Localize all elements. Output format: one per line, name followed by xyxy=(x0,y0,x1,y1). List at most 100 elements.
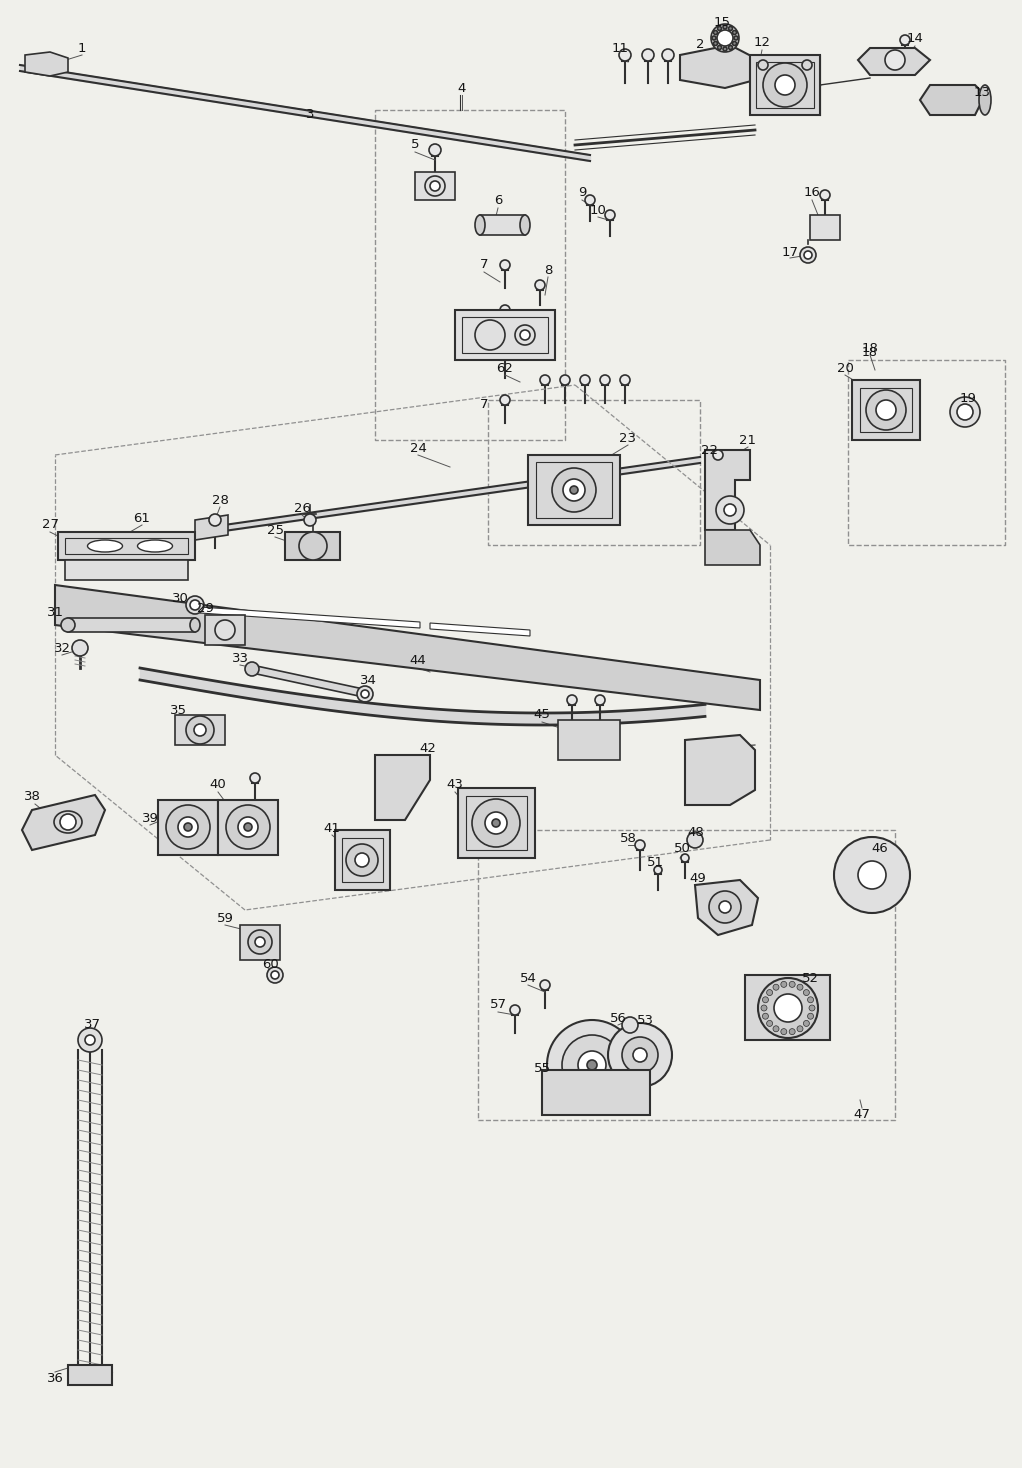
Circle shape xyxy=(761,1006,766,1011)
Circle shape xyxy=(184,824,192,831)
Polygon shape xyxy=(705,451,750,530)
Polygon shape xyxy=(252,665,368,697)
Circle shape xyxy=(635,840,645,850)
Circle shape xyxy=(563,479,585,501)
Circle shape xyxy=(186,596,204,614)
Circle shape xyxy=(619,48,631,62)
Text: 56: 56 xyxy=(609,1011,626,1025)
Text: 14: 14 xyxy=(907,31,924,44)
Polygon shape xyxy=(458,788,535,857)
Circle shape xyxy=(166,804,210,849)
Text: 30: 30 xyxy=(172,592,188,605)
Text: 2: 2 xyxy=(696,38,704,51)
Text: 61: 61 xyxy=(134,511,150,524)
Text: 18: 18 xyxy=(862,342,879,354)
Text: 25: 25 xyxy=(267,524,283,536)
Polygon shape xyxy=(745,975,830,1039)
Circle shape xyxy=(789,982,795,988)
Circle shape xyxy=(299,531,327,559)
Text: 7: 7 xyxy=(479,258,489,272)
Ellipse shape xyxy=(88,540,123,552)
Circle shape xyxy=(687,832,703,849)
Circle shape xyxy=(567,694,577,705)
Ellipse shape xyxy=(520,214,530,235)
Polygon shape xyxy=(750,54,820,115)
Circle shape xyxy=(758,60,768,70)
Circle shape xyxy=(226,804,270,849)
Circle shape xyxy=(620,374,630,385)
Circle shape xyxy=(804,251,812,258)
Circle shape xyxy=(654,866,662,873)
Circle shape xyxy=(355,853,369,868)
Ellipse shape xyxy=(475,214,485,235)
Text: 59: 59 xyxy=(217,912,233,925)
Circle shape xyxy=(713,31,717,35)
Polygon shape xyxy=(55,586,760,711)
Text: 8: 8 xyxy=(544,263,552,276)
Circle shape xyxy=(186,716,214,744)
Circle shape xyxy=(622,1017,638,1033)
Circle shape xyxy=(535,280,545,291)
Circle shape xyxy=(492,819,500,826)
Circle shape xyxy=(717,26,722,31)
Polygon shape xyxy=(852,380,920,440)
Text: 62: 62 xyxy=(497,361,513,374)
Circle shape xyxy=(734,37,738,40)
Polygon shape xyxy=(920,85,985,115)
Circle shape xyxy=(194,724,206,735)
Circle shape xyxy=(600,374,610,385)
Text: 36: 36 xyxy=(47,1371,63,1384)
Circle shape xyxy=(346,844,378,876)
Polygon shape xyxy=(858,48,930,75)
Text: 15: 15 xyxy=(713,16,731,28)
Text: 34: 34 xyxy=(360,674,376,687)
Polygon shape xyxy=(285,531,340,559)
Text: 46: 46 xyxy=(872,841,888,854)
Circle shape xyxy=(244,824,252,831)
Text: 6: 6 xyxy=(494,194,502,207)
Circle shape xyxy=(885,50,905,70)
Circle shape xyxy=(723,47,727,51)
Circle shape xyxy=(713,41,717,46)
Text: 1: 1 xyxy=(78,41,86,54)
Text: 37: 37 xyxy=(84,1019,100,1032)
Text: 41: 41 xyxy=(324,822,340,834)
Ellipse shape xyxy=(138,540,173,552)
Circle shape xyxy=(622,1036,658,1073)
Circle shape xyxy=(267,967,283,984)
Circle shape xyxy=(500,260,510,270)
Circle shape xyxy=(709,891,741,923)
Text: 44: 44 xyxy=(410,653,426,666)
Polygon shape xyxy=(22,796,105,850)
Circle shape xyxy=(485,812,507,834)
Circle shape xyxy=(781,982,787,988)
Text: 58: 58 xyxy=(619,831,637,844)
Text: 19: 19 xyxy=(960,392,976,405)
Polygon shape xyxy=(68,1365,112,1384)
Polygon shape xyxy=(528,455,620,526)
Text: 32: 32 xyxy=(53,642,71,655)
Text: 23: 23 xyxy=(619,432,637,445)
Circle shape xyxy=(547,1020,637,1110)
Circle shape xyxy=(719,901,731,913)
Text: 33: 33 xyxy=(232,652,248,665)
Circle shape xyxy=(190,600,200,611)
Circle shape xyxy=(595,694,605,705)
Text: 53: 53 xyxy=(637,1013,653,1026)
Circle shape xyxy=(178,818,198,837)
Circle shape xyxy=(803,989,809,995)
Text: 20: 20 xyxy=(837,361,853,374)
Circle shape xyxy=(820,189,830,200)
Circle shape xyxy=(587,1060,597,1070)
Circle shape xyxy=(605,210,615,220)
Text: 48: 48 xyxy=(688,825,704,838)
Circle shape xyxy=(866,390,905,430)
Text: 49: 49 xyxy=(690,872,706,885)
Circle shape xyxy=(723,25,727,29)
Circle shape xyxy=(238,818,258,837)
Circle shape xyxy=(361,690,369,697)
Circle shape xyxy=(552,468,596,512)
Text: 27: 27 xyxy=(42,518,58,531)
Text: 22: 22 xyxy=(701,443,718,457)
Text: 39: 39 xyxy=(142,812,158,825)
